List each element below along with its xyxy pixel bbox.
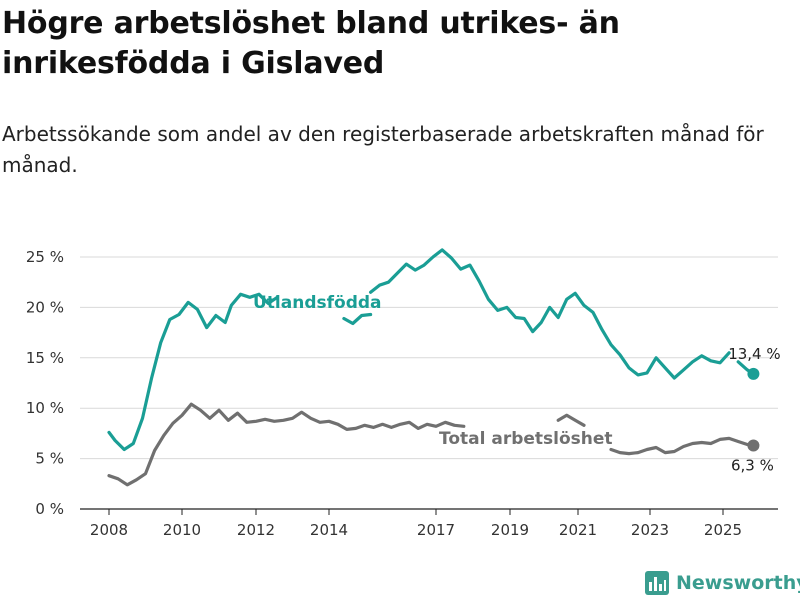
series-labels: Utlandsfödda Total arbetslöshet 13,4 % 6,3 …: [253, 293, 781, 474]
y-tick-label: 15 %: [26, 349, 64, 367]
x-axis: 2008 2010 2012 2014 2017 2019 2021 2023 2025: [90, 509, 742, 539]
total-line: [107, 402, 466, 487]
y-tick-label: 20 %: [26, 298, 64, 316]
x-tick-label: 2008: [90, 521, 128, 539]
bar-chart-logo-icon: [645, 571, 669, 595]
series-label-utlandsfodda: Utlandsfödda: [253, 293, 382, 313]
newsworthy-logo: Newsworthy: [644, 568, 800, 598]
x-tick-label: 2012: [237, 521, 275, 539]
series-label-total: Total arbetslöshet: [439, 429, 613, 449]
end-value-label-utlandsfodda: 13,4 %: [728, 345, 780, 363]
utlandsfodda-line: [107, 292, 279, 452]
series-lines: [107, 248, 760, 487]
chart-subtitle: Arbetssökande som andel av den registerb…: [2, 122, 764, 177]
x-tick-label: 2023: [631, 521, 669, 539]
utlandsfodda-line: [369, 248, 731, 380]
y-tick-label: 5 %: [35, 450, 64, 468]
brand-name: Newsworthy: [676, 572, 800, 594]
end-value-label-total: 6,3 %: [731, 456, 774, 474]
total-end-point: [747, 439, 760, 452]
utlandsfodda-end-point: [747, 367, 760, 380]
total-line: [609, 436, 755, 456]
y-tick-label: 0 %: [35, 500, 64, 518]
total-line: [556, 413, 586, 427]
y-axis-tick-labels: 25 % 20 % 15 % 10 % 5 % 0 %: [26, 248, 64, 518]
y-tick-label: 10 %: [26, 399, 64, 417]
utlandsfodda-line: [342, 312, 373, 326]
x-tick-label: 2017: [417, 521, 455, 539]
x-tick-label: 2021: [559, 521, 597, 539]
x-tick-label: 2010: [163, 521, 201, 539]
x-tick-label: 2019: [491, 521, 529, 539]
x-tick-label: 2014: [310, 521, 348, 539]
y-tick-label: 25 %: [26, 248, 64, 266]
gridlines: [80, 256, 778, 510]
x-tick-label: 2025: [704, 521, 742, 539]
chart-title: Högre arbetslöshet bland utrikes- än inr…: [2, 6, 620, 81]
